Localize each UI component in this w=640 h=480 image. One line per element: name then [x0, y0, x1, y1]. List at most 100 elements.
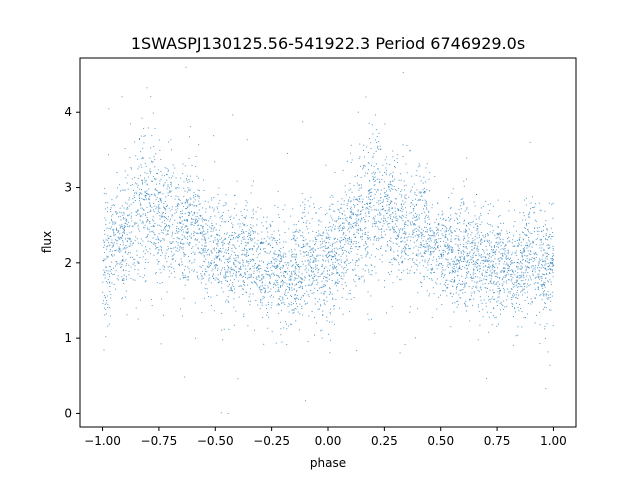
data-point — [371, 264, 373, 266]
data-point — [502, 255, 504, 257]
data-point — [187, 276, 189, 278]
data-point — [291, 289, 293, 291]
data-point — [189, 188, 191, 190]
data-point — [367, 162, 369, 164]
data-point — [288, 286, 290, 288]
data-point — [496, 233, 498, 235]
data-point — [369, 206, 371, 208]
data-point — [205, 223, 207, 225]
data-point — [508, 231, 510, 233]
data-point — [552, 217, 554, 219]
data-point — [185, 66, 187, 68]
data-point — [243, 313, 245, 315]
data-point — [162, 215, 164, 217]
data-point — [194, 259, 196, 261]
data-point — [311, 269, 313, 271]
data-point — [279, 269, 281, 271]
data-point — [485, 287, 487, 289]
data-point — [541, 264, 543, 266]
data-point — [429, 229, 431, 231]
data-point — [325, 245, 327, 247]
data-point — [400, 252, 402, 254]
data-point — [301, 287, 303, 289]
data-point — [201, 278, 203, 280]
data-point — [442, 290, 444, 292]
data-point — [278, 298, 280, 300]
data-point — [291, 265, 293, 267]
data-point — [124, 229, 125, 231]
data-point — [193, 201, 195, 203]
data-point — [154, 195, 156, 197]
data-point — [522, 274, 524, 276]
data-point — [459, 265, 461, 267]
data-point — [543, 295, 545, 297]
data-point — [396, 237, 398, 239]
data-point — [264, 269, 266, 271]
data-point — [394, 167, 396, 169]
data-point — [521, 267, 523, 269]
data-point — [178, 264, 180, 266]
data-point — [474, 254, 476, 256]
data-point — [499, 232, 501, 234]
data-point — [406, 268, 408, 270]
data-point — [289, 275, 291, 277]
data-point — [194, 195, 196, 197]
data-point — [498, 251, 500, 253]
data-point — [166, 291, 168, 293]
data-point — [324, 214, 326, 216]
data-point — [215, 257, 217, 259]
data-point — [534, 203, 536, 205]
data-point — [107, 282, 109, 284]
data-point — [350, 240, 352, 242]
data-point — [476, 237, 478, 239]
data-point — [280, 275, 282, 277]
data-point — [373, 217, 375, 219]
data-point — [128, 274, 130, 276]
data-point — [157, 252, 159, 254]
data-point — [396, 220, 398, 222]
data-point — [256, 270, 258, 272]
data-point — [442, 224, 444, 226]
data-point — [233, 217, 235, 219]
data-point — [351, 159, 353, 161]
data-point — [214, 215, 216, 217]
data-point — [328, 252, 330, 254]
data-point — [166, 174, 168, 176]
data-point — [322, 260, 324, 262]
data-point — [353, 233, 355, 235]
data-point — [319, 254, 321, 256]
data-point — [253, 272, 255, 274]
data-point — [119, 227, 121, 229]
data-point — [271, 233, 273, 235]
data-point — [282, 297, 284, 299]
data-point — [244, 265, 246, 267]
data-point — [386, 204, 388, 206]
data-point — [480, 239, 482, 241]
data-point — [337, 290, 339, 292]
data-point — [367, 169, 369, 171]
data-point — [109, 248, 111, 250]
data-point — [247, 265, 249, 267]
data-point — [499, 271, 501, 273]
data-point — [520, 260, 521, 262]
data-point — [529, 216, 531, 218]
data-point — [511, 254, 513, 256]
data-point — [111, 205, 113, 207]
data-point — [142, 157, 144, 159]
data-point — [458, 256, 460, 258]
data-point — [308, 295, 310, 297]
data-point — [277, 265, 279, 267]
data-point — [532, 242, 534, 244]
data-point — [471, 242, 473, 244]
data-point — [203, 218, 205, 220]
data-point — [116, 243, 118, 245]
data-point — [544, 259, 546, 261]
data-point — [103, 294, 105, 296]
data-point — [345, 239, 347, 241]
data-point — [392, 212, 394, 214]
data-point — [115, 240, 117, 242]
data-point — [482, 316, 484, 318]
data-point — [400, 279, 402, 281]
data-point — [214, 266, 216, 268]
data-point — [412, 217, 414, 219]
